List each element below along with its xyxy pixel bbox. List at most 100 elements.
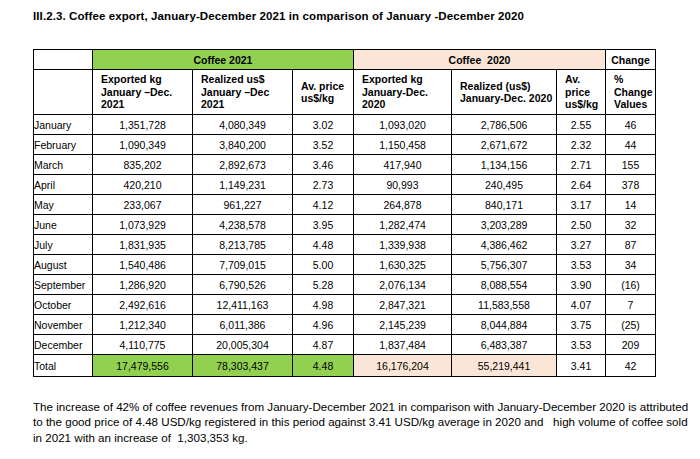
realized-2020-cell: 840,171 [452, 195, 557, 215]
month-cell: February [34, 135, 93, 155]
realized-2021-cell: 2,892,673 [193, 155, 293, 175]
avg-price-2021-cell: 4.48 [293, 235, 354, 255]
realized-2021-cell: 961,227 [193, 195, 293, 215]
realized-2021-cell: 78,303,437 [193, 355, 293, 377]
month-cell: January [34, 115, 93, 135]
realized-2020-cell: 4,386,462 [452, 235, 557, 255]
exported-2021-header: Exported kg January –Dec. 2021 [93, 70, 193, 115]
realized-2021-cell: 6,790,526 [193, 275, 293, 295]
avg-price-2020-cell: 2.64 [557, 175, 606, 195]
exported-2020-header: Exported kg January-Dec. 2020 [354, 70, 452, 115]
pct-change-cell: 7 [606, 295, 656, 315]
group-header-coffee-2020: Coffee 2020 [354, 50, 606, 70]
avg-price-2020-cell: 3.90 [557, 275, 606, 295]
realized-2020-cell: 11,583,558 [452, 295, 557, 315]
exported-2021-cell: 1,286,920 [93, 275, 193, 295]
exported-2020-cell: 1,093,020 [354, 115, 452, 135]
table-row: April420,2101,149,2312.7390,993240,4952.… [34, 175, 656, 195]
month-cell: Total [34, 355, 93, 377]
avg-price-2020-cell: 3.53 [557, 335, 606, 355]
realized-2020-cell: 55,219,441 [452, 355, 557, 377]
realized-2020-cell: 8,088,554 [452, 275, 557, 295]
pct-change-cell: (25) [606, 315, 656, 335]
exported-2021-cell: 1,073,929 [93, 215, 193, 235]
exported-2020-cell: 1,150,458 [354, 135, 452, 155]
table-row: July1,831,9358,213,7854.481,339,9384,386… [34, 235, 656, 255]
avg-price-2021-cell: 3.02 [293, 115, 354, 135]
exported-2021-cell: 1,212,340 [93, 315, 193, 335]
avg-price-2020-cell: 2.55 [557, 115, 606, 135]
exported-2020-cell: 1,282,474 [354, 215, 452, 235]
exported-2021-cell: 1,831,935 [93, 235, 193, 255]
group-header-change: Change [606, 50, 656, 70]
avg-price-2021-cell: 3.52 [293, 135, 354, 155]
table-row: October2,492,61612,411,1634.982,847,3211… [34, 295, 656, 315]
group-header-coffee-2021: Coffee 2021 [93, 50, 354, 70]
month-cell: August [34, 255, 93, 275]
avg-price-2021-cell: 3.46 [293, 155, 354, 175]
month-cell: September [34, 275, 93, 295]
exported-2021-cell: 4,110,775 [93, 335, 193, 355]
avg-price-2021-cell: 5.28 [293, 275, 354, 295]
avg-price-2020-cell: 3.17 [557, 195, 606, 215]
avg-price-2021-cell: 5.00 [293, 255, 354, 275]
avg-price-2021-cell: 4.12 [293, 195, 354, 215]
exported-2020-cell: 2,847,321 [354, 295, 452, 315]
pct-change-header: % Change Values [606, 70, 656, 115]
exported-2021-cell: 1,540,486 [93, 255, 193, 275]
pct-change-cell: 44 [606, 135, 656, 155]
exported-2021-cell: 420,210 [93, 175, 193, 195]
exported-2020-cell: 2,145,239 [354, 315, 452, 335]
exported-2020-cell: 16,176,204 [354, 355, 452, 377]
avg-price-2020-cell: 2.32 [557, 135, 606, 155]
avg-price-2020-cell: 3.41 [557, 355, 606, 377]
corner-cell [34, 50, 93, 70]
group-header-row: Coffee 2021 Coffee 2020 Change [34, 50, 656, 70]
exported-2021-cell: 1,090,349 [93, 135, 193, 155]
realized-2021-cell: 20,005,304 [193, 335, 293, 355]
realized-2020-cell: 8,044,884 [452, 315, 557, 335]
table-row: September1,286,9206,790,5265.282,076,134… [34, 275, 656, 295]
avg-price-2021-cell: 3.95 [293, 215, 354, 235]
table-row: November1,212,3406,011,3864.962,145,2398… [34, 315, 656, 335]
avg-price-2021-cell: 4.98 [293, 295, 354, 315]
avg-price-2020-header: Av. price us$/kg [557, 70, 606, 115]
avg-price-2020-cell: 2.50 [557, 215, 606, 235]
realized-2020-cell: 240,495 [452, 175, 557, 195]
month-column-header [34, 70, 93, 115]
coffee-export-table: Coffee 2021 Coffee 2020 Change Exported … [33, 49, 656, 377]
realized-2021-cell: 12,411,163 [193, 295, 293, 315]
table-row: August1,540,4867,709,0155.001,630,3255,7… [34, 255, 656, 275]
month-cell: July [34, 235, 93, 255]
exported-2021-cell: 233,067 [93, 195, 193, 215]
realized-2021-cell: 4,080,349 [193, 115, 293, 135]
realized-2021-header: Realized us$ January –Dec 2021 [193, 70, 293, 115]
page-title: III.2.3. Coffee export, January-December… [33, 10, 524, 22]
pct-change-cell: 378 [606, 175, 656, 195]
exported-2020-cell: 264,878 [354, 195, 452, 215]
realized-2020-header: Realized (us$) January-Dec. 2020 [452, 70, 557, 115]
realized-2021-cell: 1,149,231 [193, 175, 293, 195]
month-cell: May [34, 195, 93, 215]
footer-note: The increase of 42% of coffee revenues f… [33, 399, 689, 445]
realized-2020-cell: 2,786,506 [452, 115, 557, 135]
realized-2021-cell: 8,213,785 [193, 235, 293, 255]
pct-change-cell: 14 [606, 195, 656, 215]
month-cell: October [34, 295, 93, 315]
month-cell: December [34, 335, 93, 355]
avg-price-2021-cell: 2.73 [293, 175, 354, 195]
exported-2020-cell: 1,339,938 [354, 235, 452, 255]
pct-change-cell: 34 [606, 255, 656, 275]
realized-2021-cell: 3,840,200 [193, 135, 293, 155]
exported-2021-cell: 1,351,728 [93, 115, 193, 135]
realized-2020-cell: 6,483,387 [452, 335, 557, 355]
realized-2021-cell: 7,709,015 [193, 255, 293, 275]
avg-price-2020-cell: 3.75 [557, 315, 606, 335]
month-cell: June [34, 215, 93, 235]
avg-price-2021-cell: 4.96 [293, 315, 354, 335]
avg-price-2020-cell: 3.53 [557, 255, 606, 275]
total-row: Total17,479,55678,303,4374.4816,176,2045… [34, 355, 656, 377]
exported-2020-cell: 2,076,134 [354, 275, 452, 295]
exported-2021-cell: 835,202 [93, 155, 193, 175]
exported-2021-cell: 17,479,556 [93, 355, 193, 377]
